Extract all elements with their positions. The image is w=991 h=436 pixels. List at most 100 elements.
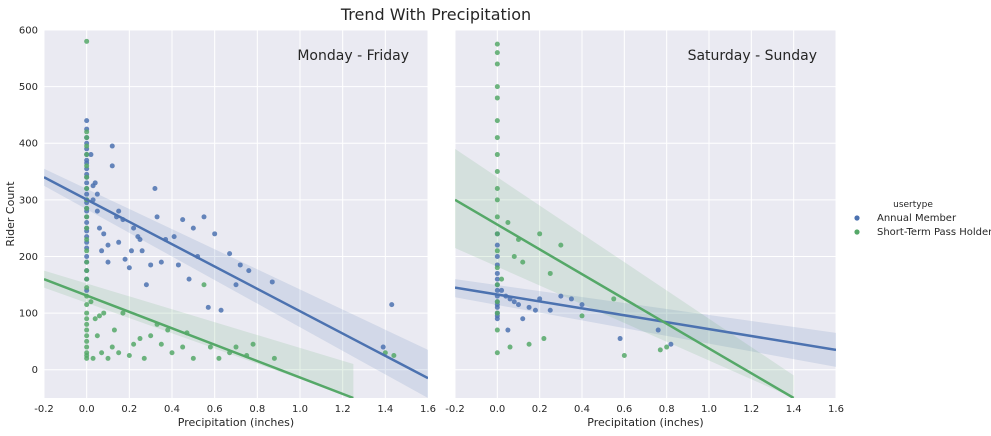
x-tick-label: 0.6: [616, 404, 632, 415]
data-point: [269, 279, 275, 285]
data-point: [84, 225, 90, 231]
data-point: [494, 299, 500, 305]
x-tick-label: 1.2: [743, 404, 759, 415]
data-point: [126, 353, 132, 359]
legend-marker-short-term: [854, 229, 860, 235]
data-point: [111, 327, 117, 333]
data-point: [520, 259, 526, 265]
data-point: [84, 316, 90, 322]
data-point: [579, 302, 585, 308]
data-point: [391, 353, 397, 359]
data-point: [611, 296, 617, 302]
legend-label-annual: Annual Member: [877, 213, 957, 224]
data-point: [494, 95, 500, 101]
data-point: [165, 327, 171, 333]
data-point: [494, 304, 500, 310]
data-point: [218, 307, 224, 313]
data-point: [84, 191, 90, 197]
confidence-band: [455, 148, 794, 398]
data-point: [494, 118, 500, 124]
legend-marker-annual: [854, 215, 860, 221]
y-tick-label: 600: [19, 26, 38, 37]
data-point: [84, 135, 90, 141]
x-tick-label: -0.2: [445, 404, 465, 415]
regression-line: [44, 277, 354, 398]
data-point: [84, 344, 90, 350]
x-tick-label: 1.0: [292, 404, 308, 415]
regression-line: [455, 198, 795, 398]
data-point: [126, 265, 132, 271]
data-point: [526, 341, 532, 347]
data-point: [128, 248, 134, 254]
data-point: [494, 287, 500, 293]
data-point: [152, 186, 158, 192]
panel-weekday: Monday - Friday -0.2 0.0 0.2 0.4 0.6 0.8 1.0 1.…: [19, 26, 436, 430]
data-point: [494, 265, 500, 271]
data-point: [137, 336, 143, 342]
data-point: [180, 344, 186, 350]
confidence-band: [44, 270, 354, 398]
x-tick-label: 0.2: [532, 404, 548, 415]
data-point: [96, 225, 102, 231]
data-point: [139, 248, 145, 254]
y-tick-label: 400: [19, 139, 38, 150]
data-point: [271, 355, 277, 361]
data-point: [109, 163, 115, 169]
data-point: [186, 276, 192, 282]
data-point: [122, 256, 128, 262]
data-point: [494, 253, 500, 259]
data-point: [84, 355, 90, 361]
data-point: [109, 143, 115, 149]
data-point: [90, 355, 96, 361]
legend: usertype Annual Member Short-Term Pass H…: [854, 200, 991, 238]
data-point: [84, 129, 90, 135]
data-point: [84, 253, 90, 259]
data-point: [84, 214, 90, 220]
data-point: [237, 262, 243, 268]
data-point: [169, 350, 175, 356]
data-point: [84, 163, 90, 169]
data-point: [227, 251, 233, 257]
data-point: [84, 321, 90, 327]
data-point: [579, 313, 585, 319]
y-tick-label: 200: [19, 252, 38, 263]
y-tick-label: 0: [32, 365, 38, 376]
data-point: [494, 186, 500, 192]
data-point: [158, 259, 164, 265]
x-tick-label: -0.2: [34, 404, 54, 415]
x-tick-label: 0.0: [79, 404, 95, 415]
data-point: [94, 333, 100, 339]
data-point: [92, 316, 98, 322]
data-point: [84, 333, 90, 339]
data-point: [109, 344, 115, 350]
x-tick-label: 0.8: [659, 404, 675, 415]
data-point: [88, 152, 94, 158]
data-point: [205, 304, 211, 310]
data-point: [116, 208, 122, 214]
data-point: [84, 259, 90, 265]
data-point: [216, 355, 222, 361]
data-point: [494, 135, 500, 141]
x-tick-label: 0.4: [164, 404, 180, 415]
x-tick-labels: -0.2 0.0 0.2 0.4 0.6 0.8 1.0 1.2 1.4 1.6: [445, 404, 844, 415]
data-point: [94, 208, 100, 214]
y-tick-label: 100: [19, 309, 38, 320]
data-point: [141, 355, 147, 361]
data-point: [96, 313, 102, 319]
data-point: [494, 50, 500, 56]
data-point: [389, 302, 395, 308]
data-point: [116, 239, 122, 245]
x-tick-label: 0.6: [207, 404, 223, 415]
data-point: [494, 41, 500, 47]
data-point: [621, 353, 627, 359]
data-point: [201, 214, 207, 220]
data-point: [511, 253, 517, 259]
data-point: [99, 248, 105, 254]
data-point: [105, 259, 111, 265]
data-point: [131, 225, 137, 231]
data-point: [499, 276, 505, 282]
data-point: [84, 248, 90, 254]
data-point: [233, 344, 239, 350]
data-point: [131, 341, 137, 347]
x-tick-label: 1.0: [701, 404, 717, 415]
